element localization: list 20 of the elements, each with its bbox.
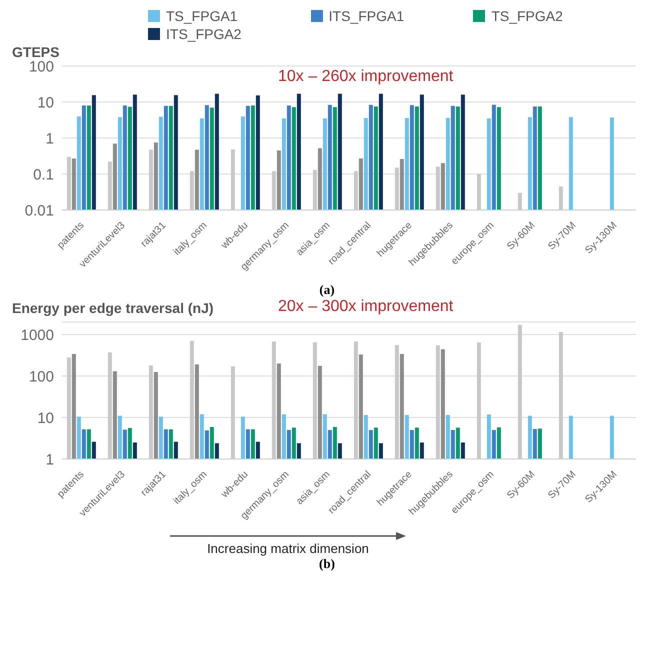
y-tick-label: 1 bbox=[46, 451, 54, 468]
annotation: 10x – 260x improvement bbox=[278, 68, 454, 86]
y-axis-title: Energy per edge traversal (nJ) bbox=[12, 300, 214, 316]
text: Increasing matrix dimension bbox=[207, 541, 369, 556]
y-tick-label: 0.1 bbox=[33, 166, 54, 184]
text: (a) bbox=[318, 282, 336, 298]
y-tick-label: 10 bbox=[37, 410, 54, 427]
y-tick-label: 10 bbox=[37, 94, 54, 112]
legend-label: TS_FPGA1 bbox=[166, 8, 238, 24]
legend-label: TS_FPGA2 bbox=[491, 8, 563, 24]
text: 20x – 300x improvement bbox=[278, 298, 454, 316]
text: (b) bbox=[318, 556, 336, 572]
y-tick-label: 1000 bbox=[20, 326, 54, 344]
y-tick-label: 100 bbox=[28, 58, 54, 76]
y-tick-label: 1 bbox=[46, 130, 54, 148]
legend-label: ITS_FPGA2 bbox=[166, 26, 242, 42]
legend-label: ITS_FPGA1 bbox=[328, 8, 404, 24]
y-tick-label: 100 bbox=[28, 368, 54, 386]
y-axis-title: GTEPS bbox=[12, 44, 60, 60]
y-tick-label: 0.01 bbox=[24, 202, 54, 220]
